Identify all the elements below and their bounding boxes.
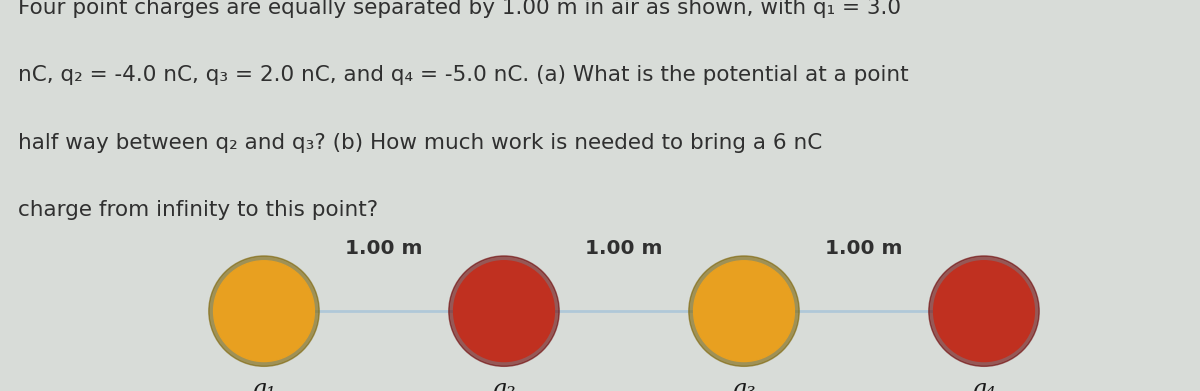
- Text: charge from infinity to this point?: charge from infinity to this point?: [18, 200, 378, 220]
- Text: 1.00 m: 1.00 m: [346, 239, 422, 258]
- Ellipse shape: [689, 256, 799, 366]
- Text: q₂: q₂: [492, 378, 516, 391]
- Text: q₄: q₄: [972, 378, 996, 391]
- Text: q₃: q₃: [732, 378, 756, 391]
- Text: half way between q₂ and q₃? (b) How much work is needed to bring a 6 nC: half way between q₂ and q₃? (b) How much…: [18, 133, 822, 153]
- Ellipse shape: [694, 261, 794, 362]
- Ellipse shape: [449, 256, 559, 366]
- Ellipse shape: [929, 256, 1039, 366]
- Ellipse shape: [214, 261, 314, 362]
- Ellipse shape: [209, 256, 319, 366]
- Text: nC, q₂ = -4.0 nC, q₃ = 2.0 nC, and q₄ = -5.0 nC. (a) What is the potential at a : nC, q₂ = -4.0 nC, q₃ = 2.0 nC, and q₄ = …: [18, 65, 908, 85]
- Text: 1.00 m: 1.00 m: [826, 239, 902, 258]
- Ellipse shape: [454, 261, 554, 362]
- Text: q₁: q₁: [252, 378, 276, 391]
- Text: Four point charges are equally separated by 1.00 m in air as shown, with q₁ = 3.: Four point charges are equally separated…: [18, 0, 901, 18]
- Text: 1.00 m: 1.00 m: [586, 239, 662, 258]
- Ellipse shape: [934, 261, 1034, 362]
